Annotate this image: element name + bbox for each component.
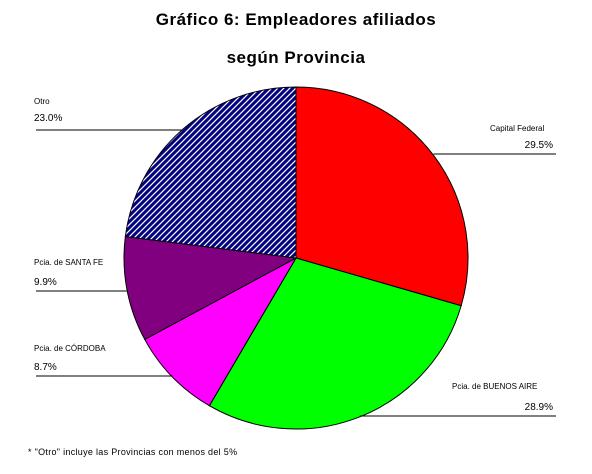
pie-slice-pcia-de-buenos-aire [208,257,462,430]
chart-footnote: * "Otro" incluye las Provincias con meno… [28,447,238,457]
slice-label: Pcia. de SANTA FE [34,258,103,267]
slice-label: Pcia. de BUENOS AIRE [452,382,537,391]
chart-title: Gráfico 6: Empleadores afiliados [155,10,437,29]
slice-label: Pcia. de CÓRDOBA [34,344,106,353]
pie-slice-otro [124,86,297,259]
chart-subtitle: según Provincia [226,48,366,67]
slice-percent: 9.9% [34,277,57,288]
pie-slice-pcia-de-c-rdoba [144,256,298,407]
slice-percent: 29.5% [525,140,553,151]
slice-label: Capital Federal [490,124,544,133]
slice-percent: 28.9% [525,402,553,413]
pie-slice-capital-federal [295,86,469,307]
slice-percent: 8.7% [34,362,57,373]
slice-percent: 23.0% [34,113,62,124]
pie-slice-pcia-de-santa-fe [123,236,298,341]
slice-label: Otro [34,97,50,106]
